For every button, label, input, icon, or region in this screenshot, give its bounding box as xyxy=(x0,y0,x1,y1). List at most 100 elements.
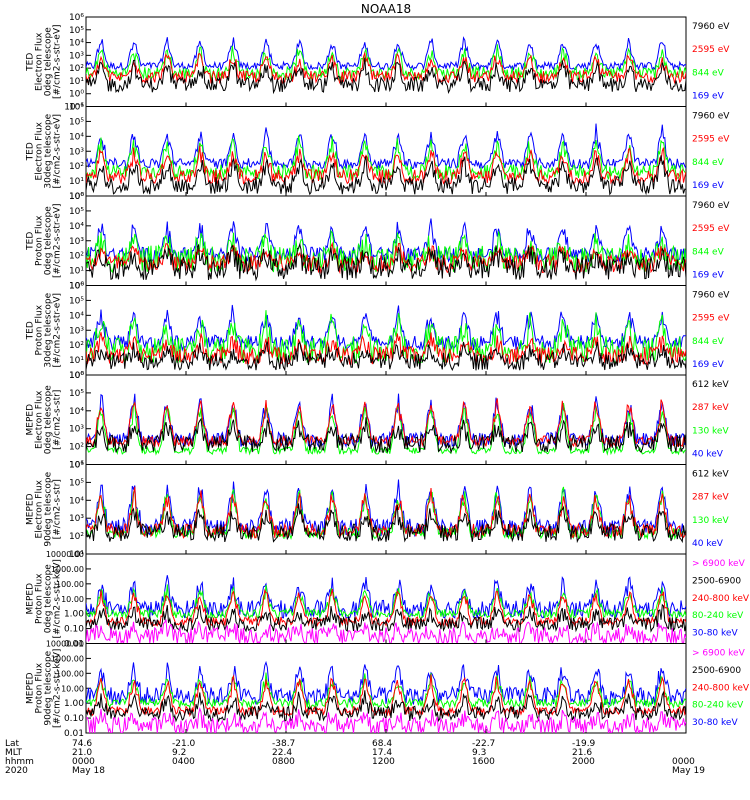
legend-entry: 30-80 keV xyxy=(692,718,738,728)
y-tick-label: 10⁵ xyxy=(69,296,84,306)
y-axis-label-line: TED xyxy=(26,142,36,161)
panel-2: 10⁰ 10¹ 10² 10³ 10⁴ 10⁵ 10⁶ TEDElectron Flux30d… xyxy=(26,103,731,203)
series-line xyxy=(86,135,686,181)
legend-entry: 130 keV xyxy=(692,516,729,526)
y-tick-label: 10¹ xyxy=(69,267,84,277)
y-tick-label: 10³ xyxy=(69,326,84,336)
footer-tick-hhmm: 0400 xyxy=(172,757,195,767)
y-tick-label: 100.00 xyxy=(56,580,84,589)
y-tick-label: 10² xyxy=(69,252,84,262)
panel-7: 0.010.101.0010.00100.001000.0010000.00ME… xyxy=(26,550,750,650)
legend-entry: 612 keV xyxy=(692,470,729,480)
chart-title: NOAA18 xyxy=(361,2,411,16)
legend-entry: 2595 eV xyxy=(692,45,730,55)
y-tick-label: 100.00 xyxy=(56,669,84,678)
footer-tick-date: May 18 xyxy=(72,766,105,776)
y-axis-label-line: [#/cm2-s-str-keV] xyxy=(53,559,63,638)
y-axis-label-line: 0deg telescope xyxy=(44,206,54,276)
series-line xyxy=(86,341,686,372)
footer-tick-mlt: 21.0 xyxy=(72,748,92,758)
y-tick-label: 10⁶ xyxy=(69,461,84,471)
footer-tick-hhmm: 0000 xyxy=(672,757,695,767)
legend-entry: 240-800 keV xyxy=(692,594,750,604)
y-tick-label: 1000.00 xyxy=(51,654,84,663)
y-axis-label-line: 0deg telescope xyxy=(44,385,54,455)
series-line xyxy=(86,51,686,84)
legend-entry: 7960 eV xyxy=(692,291,730,301)
y-axis-label: TEDElectron Flux0deg telescope[#/cm2-s-s… xyxy=(26,24,63,99)
y-tick-label: 10⁴ xyxy=(69,496,84,506)
footer-tick-hhmm: 0000 xyxy=(72,757,95,767)
y-tick-label: 0.10 xyxy=(64,714,84,724)
panel-8: 0.010.101.0010.00100.001000.0010000.00ME… xyxy=(26,640,750,740)
series-line xyxy=(86,402,686,456)
legend-entry: 40 keV xyxy=(692,539,724,549)
y-axis-label: TEDProton Flux0deg telescope[#/cm2-s-str… xyxy=(26,203,63,278)
legend-entry: 844 eV xyxy=(692,158,725,168)
y-tick-label: 1.00 xyxy=(64,699,84,709)
y-axis-label-line: 90deg telescope xyxy=(44,650,54,725)
footer-tick-mlt: 22.4 xyxy=(272,748,292,758)
footer-tick-date: May 19 xyxy=(672,766,705,776)
y-tick-label: 10³ xyxy=(69,514,84,524)
y-tick-label: 0.01 xyxy=(64,729,84,739)
y-tick-label: 10⁻¹ xyxy=(64,103,84,113)
legend-entry: 2500-6900 xyxy=(692,666,741,676)
series-line xyxy=(86,486,686,540)
series-line xyxy=(86,123,686,171)
y-tick-label: 10³ xyxy=(69,237,84,247)
legend-entry: 287 keV xyxy=(692,493,729,503)
y-axis-label-line: [#/cm2-s-str-eV] xyxy=(53,293,63,368)
legend-entry: > 6900 keV xyxy=(692,649,746,659)
y-tick-label: 10.00 xyxy=(61,595,84,604)
y-tick-label: 10⁰ xyxy=(69,371,84,381)
legend-entry: 130 keV xyxy=(692,426,729,436)
footer-tick-mlt: 9.2 xyxy=(172,748,186,758)
footer-tick-lat: 68.4 xyxy=(372,739,392,749)
footer-tick-lat: -22.7 xyxy=(472,739,495,749)
y-tick-label: 10² xyxy=(69,162,84,172)
y-tick-label: 10² xyxy=(69,443,84,453)
y-tick-label: 10⁶ xyxy=(69,371,84,381)
series-line xyxy=(86,417,686,455)
y-axis-label-line: 0deg telescope xyxy=(44,564,54,634)
footer-tick-mlt: 17.4 xyxy=(372,748,392,758)
y-tick-label: 1000.00 xyxy=(51,565,84,574)
panel-3: 10⁰ 10¹ 10² 10³ 10⁴ 10⁵ 10⁶ TEDProton Flux0deg … xyxy=(26,192,731,292)
y-tick-label: 10⁶ xyxy=(69,282,84,292)
legend-entry: 169 eV xyxy=(692,181,725,191)
legend-entry: > 6900 keV xyxy=(692,559,746,569)
y-tick-label: 10⁵ xyxy=(69,389,84,399)
y-axis-label-line: 30deg telescope xyxy=(44,113,54,188)
series-line xyxy=(86,575,686,619)
y-axis-label-line: Electron Flux xyxy=(35,32,45,91)
y-axis-label-line: [#/cm2-s-str-eV] xyxy=(53,114,63,189)
y-axis-label: MEPEDElectron Flux90deg telescope[#/cm2-… xyxy=(26,471,63,546)
series-line xyxy=(86,486,686,541)
y-tick-label: 10⁴ xyxy=(69,311,84,321)
series-line xyxy=(86,155,686,196)
y-axis-label-line: MEPED xyxy=(26,672,36,704)
legend-entry: 240-800 keV xyxy=(692,683,750,693)
legend-entry: 844 eV xyxy=(692,247,725,257)
series-line xyxy=(86,672,686,710)
y-tick-label: 10⁶ xyxy=(69,103,84,113)
footer-row-label: 2020 xyxy=(5,766,28,776)
y-tick-label: 10⁴ xyxy=(69,132,84,142)
y-axis-label-line: MEPED xyxy=(26,404,36,436)
legend-entry: 7960 eV xyxy=(692,112,730,122)
y-tick-label: 10.00 xyxy=(61,684,84,693)
y-tick-label: 10⁰ xyxy=(69,192,84,202)
panel-frame xyxy=(85,16,687,107)
footer-row-label: hhmm xyxy=(5,757,34,767)
y-tick-label: 10⁰ xyxy=(69,282,84,292)
y-axis-label-line: Electron Flux xyxy=(35,390,45,449)
series-line xyxy=(86,674,686,718)
legend-entry: 2500-6900 xyxy=(692,576,741,586)
y-tick-label: 10⁶ xyxy=(69,192,84,202)
y-tick-label: 10³ xyxy=(69,425,84,435)
series-line xyxy=(86,584,686,620)
series-line xyxy=(86,503,686,544)
y-axis-label-line: 30deg telescope xyxy=(44,292,54,367)
